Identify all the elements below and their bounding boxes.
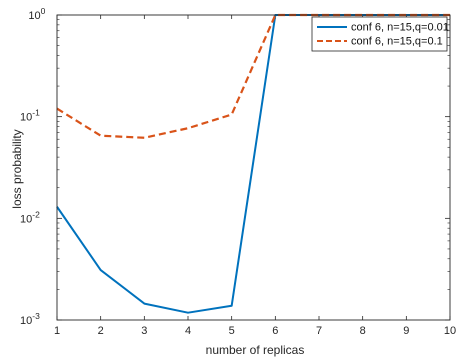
x-axis-ticks: 1 2 3 4 5 6 7 8 9 10 xyxy=(54,15,456,337)
legend-label-1: conf 6, n=15,q=0.01 xyxy=(351,22,449,34)
x-tick-label: 10 xyxy=(444,325,456,337)
y-tick-label: 10-1 xyxy=(20,108,40,124)
y-tick-label: 10-2 xyxy=(20,209,40,225)
x-tick-label: 9 xyxy=(403,325,409,337)
x-tick-label: 8 xyxy=(360,325,366,337)
x-tick-label: 1 xyxy=(54,325,60,337)
x-tick-label: 7 xyxy=(316,325,322,337)
x-tick-label: 6 xyxy=(272,325,278,337)
y-tick-base: 10 xyxy=(20,213,32,225)
plot-area xyxy=(57,15,450,320)
y-tick-label: 10-3 xyxy=(20,311,40,327)
y-tick-base: 10 xyxy=(20,112,32,124)
plot-frame xyxy=(56,14,451,321)
y-tick-exponent: -2 xyxy=(32,209,40,219)
x-tick-label: 5 xyxy=(229,325,235,337)
y-tick-base: 10 xyxy=(20,315,32,327)
legend-box xyxy=(311,16,448,52)
x-axis-label: number of replicas xyxy=(206,343,305,357)
legend-label-2: conf 6, n=15,q=0.1 xyxy=(351,36,443,48)
y-axis-label: loss probability xyxy=(10,129,24,208)
legend: conf 6, n=15,q=0.01 conf 6, n=15,q=0.1 xyxy=(311,16,449,52)
y-tick-base: 10 xyxy=(28,10,40,22)
x-tick-label: 3 xyxy=(141,325,147,337)
plot-background xyxy=(57,15,450,320)
x-tick-label: 2 xyxy=(98,325,104,337)
axes-box xyxy=(56,14,451,321)
y-tick-exponent: 0 xyxy=(41,6,46,16)
y-tick-exponent: -3 xyxy=(32,311,40,321)
y-tick-exponent: -1 xyxy=(32,108,40,118)
x-tick-label: 4 xyxy=(185,325,191,337)
y-tick-label: 100 xyxy=(28,6,45,22)
